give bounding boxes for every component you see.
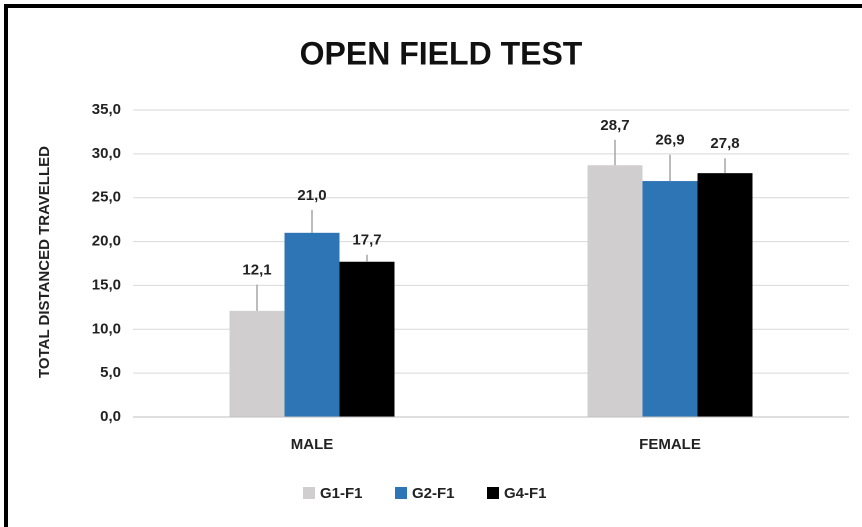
- legend-label: G1-F1: [320, 485, 363, 502]
- bar: [642, 181, 698, 417]
- legend-label: G4-F1: [504, 485, 547, 502]
- data-label: 12,1: [242, 262, 271, 279]
- y-tick-label: 35,0: [92, 101, 121, 118]
- legend-label: G2-F1: [412, 485, 455, 502]
- y-tick-label: 25,0: [92, 189, 121, 206]
- data-label: 27,8: [710, 135, 739, 152]
- x-tick-label: FEMALE: [639, 436, 701, 453]
- legend-swatch: [303, 487, 315, 499]
- y-tick-label: 30,0: [92, 145, 121, 162]
- bar: [587, 165, 643, 417]
- y-tick-label: 5,0: [100, 364, 121, 381]
- legend-swatch: [487, 487, 499, 499]
- legend-swatch: [395, 487, 407, 499]
- bar: [229, 310, 285, 417]
- bar: [284, 232, 340, 417]
- y-tick-label: 20,0: [92, 233, 121, 250]
- data-label: 28,7: [600, 117, 629, 134]
- data-label: 21,0: [297, 187, 326, 204]
- y-axis-label: TOTAL DISTANCED TRAVELLED: [36, 146, 53, 378]
- data-label: 26,9: [655, 132, 684, 149]
- y-tick-label: 0,0: [100, 408, 121, 425]
- x-tick-label: MALE: [291, 436, 334, 453]
- bar: [339, 261, 395, 417]
- chart-border: [4, 4, 862, 527]
- bar: [697, 173, 753, 417]
- y-tick-label: 10,0: [92, 320, 121, 337]
- chart-title: OPEN FIELD TEST: [300, 35, 583, 71]
- data-label: 17,7: [352, 232, 381, 249]
- y-tick-label: 15,0: [92, 276, 121, 293]
